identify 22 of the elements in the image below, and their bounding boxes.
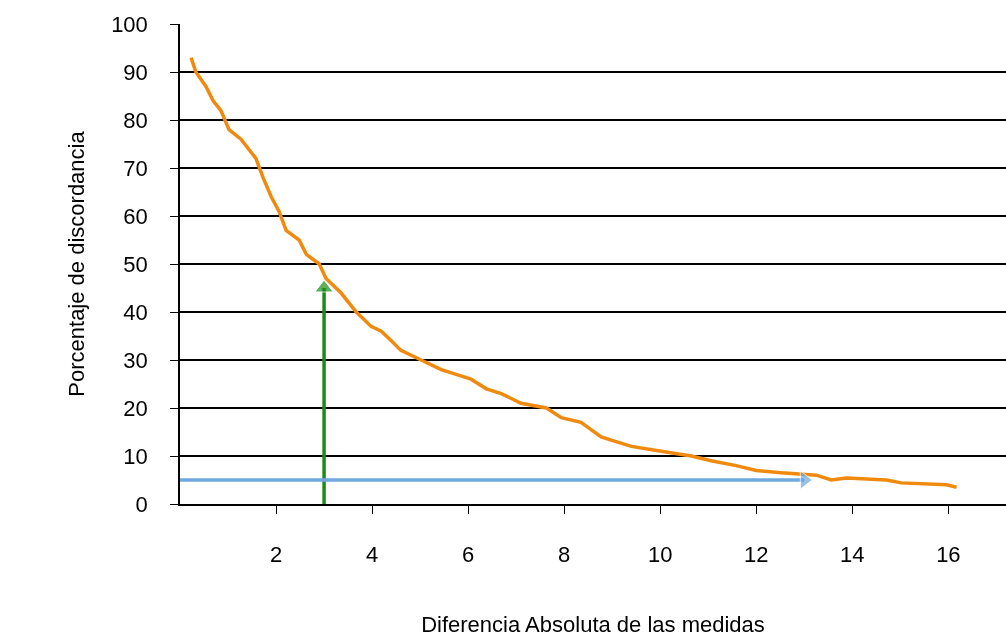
x-tick-label: 16 (936, 542, 961, 568)
y-tick-label: 40 (123, 299, 148, 325)
x-tick-label: 6 (462, 542, 475, 568)
y-tick-label: 20 (123, 395, 148, 421)
y-axis-title: Porcentaje de discordancia (64, 130, 90, 397)
line-series (189, 55, 959, 489)
x-tick-label: 2 (269, 542, 283, 568)
y-tick-label: 80 (123, 107, 148, 133)
y-tick-label: 90 (123, 59, 148, 85)
y-tick-label: 30 (123, 347, 148, 373)
y-tick-label: 100 (111, 11, 148, 37)
y-tick-label: 60 (123, 203, 148, 229)
y-tick-label: 10 (123, 443, 148, 469)
x-tick-label: 14 (840, 542, 865, 568)
x-tick-label: 8 (558, 542, 571, 568)
x-tick-label: 4 (365, 542, 379, 568)
x-axis-title: Diferencia Absoluta de las medidas (421, 611, 765, 637)
y-tick-label: 50 (123, 251, 148, 277)
y-tick-label: 70 (123, 155, 148, 181)
x-tick-label: 10 (647, 542, 673, 568)
y-tick-label: 0 (135, 491, 148, 517)
x-tick-label: 12 (744, 542, 769, 568)
